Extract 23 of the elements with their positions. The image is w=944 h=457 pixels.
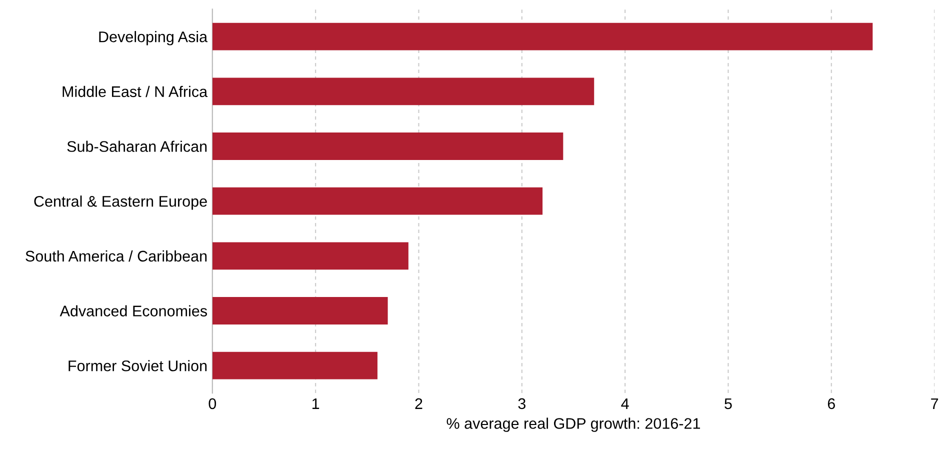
y-tick-label: Sub-Saharan African xyxy=(67,140,207,152)
x-tick-label: 4 xyxy=(621,398,629,409)
bar xyxy=(212,242,408,270)
y-tick-label: Central & Eastern Europe xyxy=(34,196,207,210)
y-tick-label: Advanced Economies xyxy=(60,305,207,316)
x-tick-label: 0 xyxy=(208,398,216,410)
bar xyxy=(212,187,543,215)
x-tick-label: 6 xyxy=(828,398,835,410)
x-tick-label: 5 xyxy=(724,398,732,410)
bar xyxy=(212,132,564,160)
bar xyxy=(212,297,388,324)
bar xyxy=(212,22,873,50)
y-tick-label: Developing Asia xyxy=(99,31,208,46)
x-tick-label: 1 xyxy=(312,398,320,409)
bar xyxy=(212,78,594,106)
x-axis-title: % average real GDP growth: 2016-21 xyxy=(446,418,700,432)
y-tick-label: South America / Caribbean xyxy=(26,250,207,262)
x-tick-label: 2 xyxy=(415,398,422,409)
y-tick-label: Middle East / N Africa xyxy=(62,86,208,98)
x-tick-label: 7 xyxy=(931,398,938,409)
bar xyxy=(212,352,378,380)
y-tick-label: Former Soviet Union xyxy=(68,360,207,372)
x-tick-label: 3 xyxy=(518,398,526,410)
